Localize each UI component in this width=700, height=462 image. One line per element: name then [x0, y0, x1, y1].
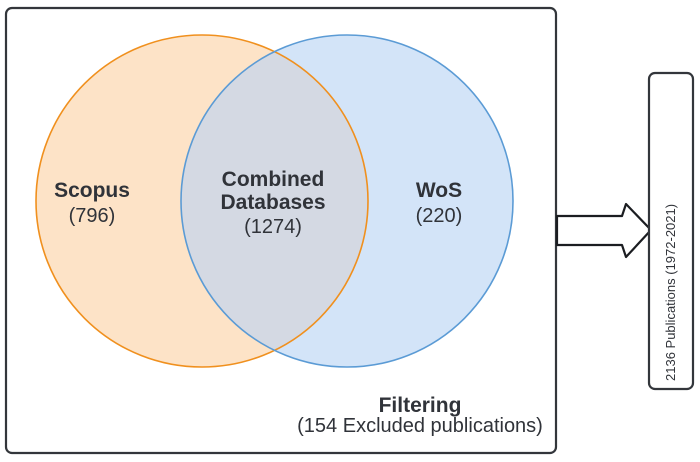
svg-text:Filtering: Filtering	[379, 394, 462, 417]
svg-text:Combined: Combined	[222, 168, 325, 191]
svg-text:(220): (220)	[416, 205, 463, 227]
svg-text:Databases: Databases	[220, 191, 325, 214]
svg-text:WoS: WoS	[416, 179, 462, 202]
svg-text:(154 Excluded publications): (154 Excluded publications)	[297, 415, 543, 437]
svg-text:(1274): (1274)	[244, 216, 302, 238]
svg-text:Scopus: Scopus	[54, 179, 130, 202]
svg-text:(796): (796)	[69, 205, 116, 227]
